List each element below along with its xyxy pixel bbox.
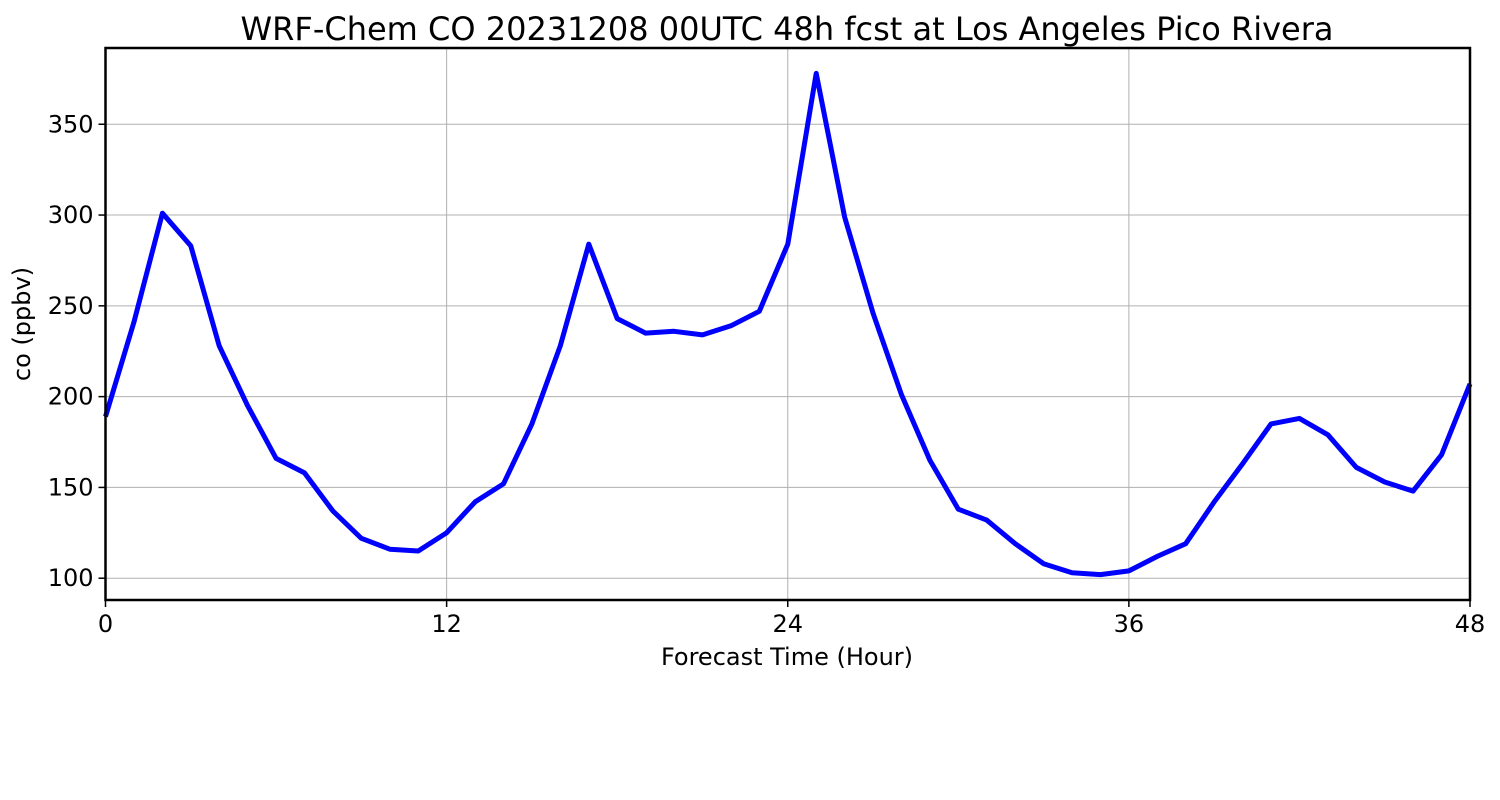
axis-ticks: 0 12 24 36 48 100 150 200 250 300 350 [48,110,1486,638]
grid-lines [105,48,1471,600]
x-tick-label: 36 [1114,610,1145,638]
x-axis-label: Forecast Time (Hour) [661,643,913,671]
y-tick-label: 100 [48,564,94,592]
x-tick-label: 12 [431,610,462,638]
y-tick-label: 250 [48,292,94,320]
x-tick-label: 24 [772,610,803,638]
x-tick-label: 48 [1455,610,1486,638]
series-layer [103,70,1473,578]
y-tick-label: 300 [48,201,94,229]
y-axis-label: co (ppbv) [8,267,36,381]
y-tick-label: 150 [48,473,94,501]
y-tick-label: 350 [48,110,94,138]
series-line [103,70,1473,578]
chart-title: WRF-Chem CO 20231208 00UTC 48h fcst at L… [241,10,1334,48]
y-tick-label: 200 [48,383,94,411]
x-tick-label: 0 [98,610,113,638]
